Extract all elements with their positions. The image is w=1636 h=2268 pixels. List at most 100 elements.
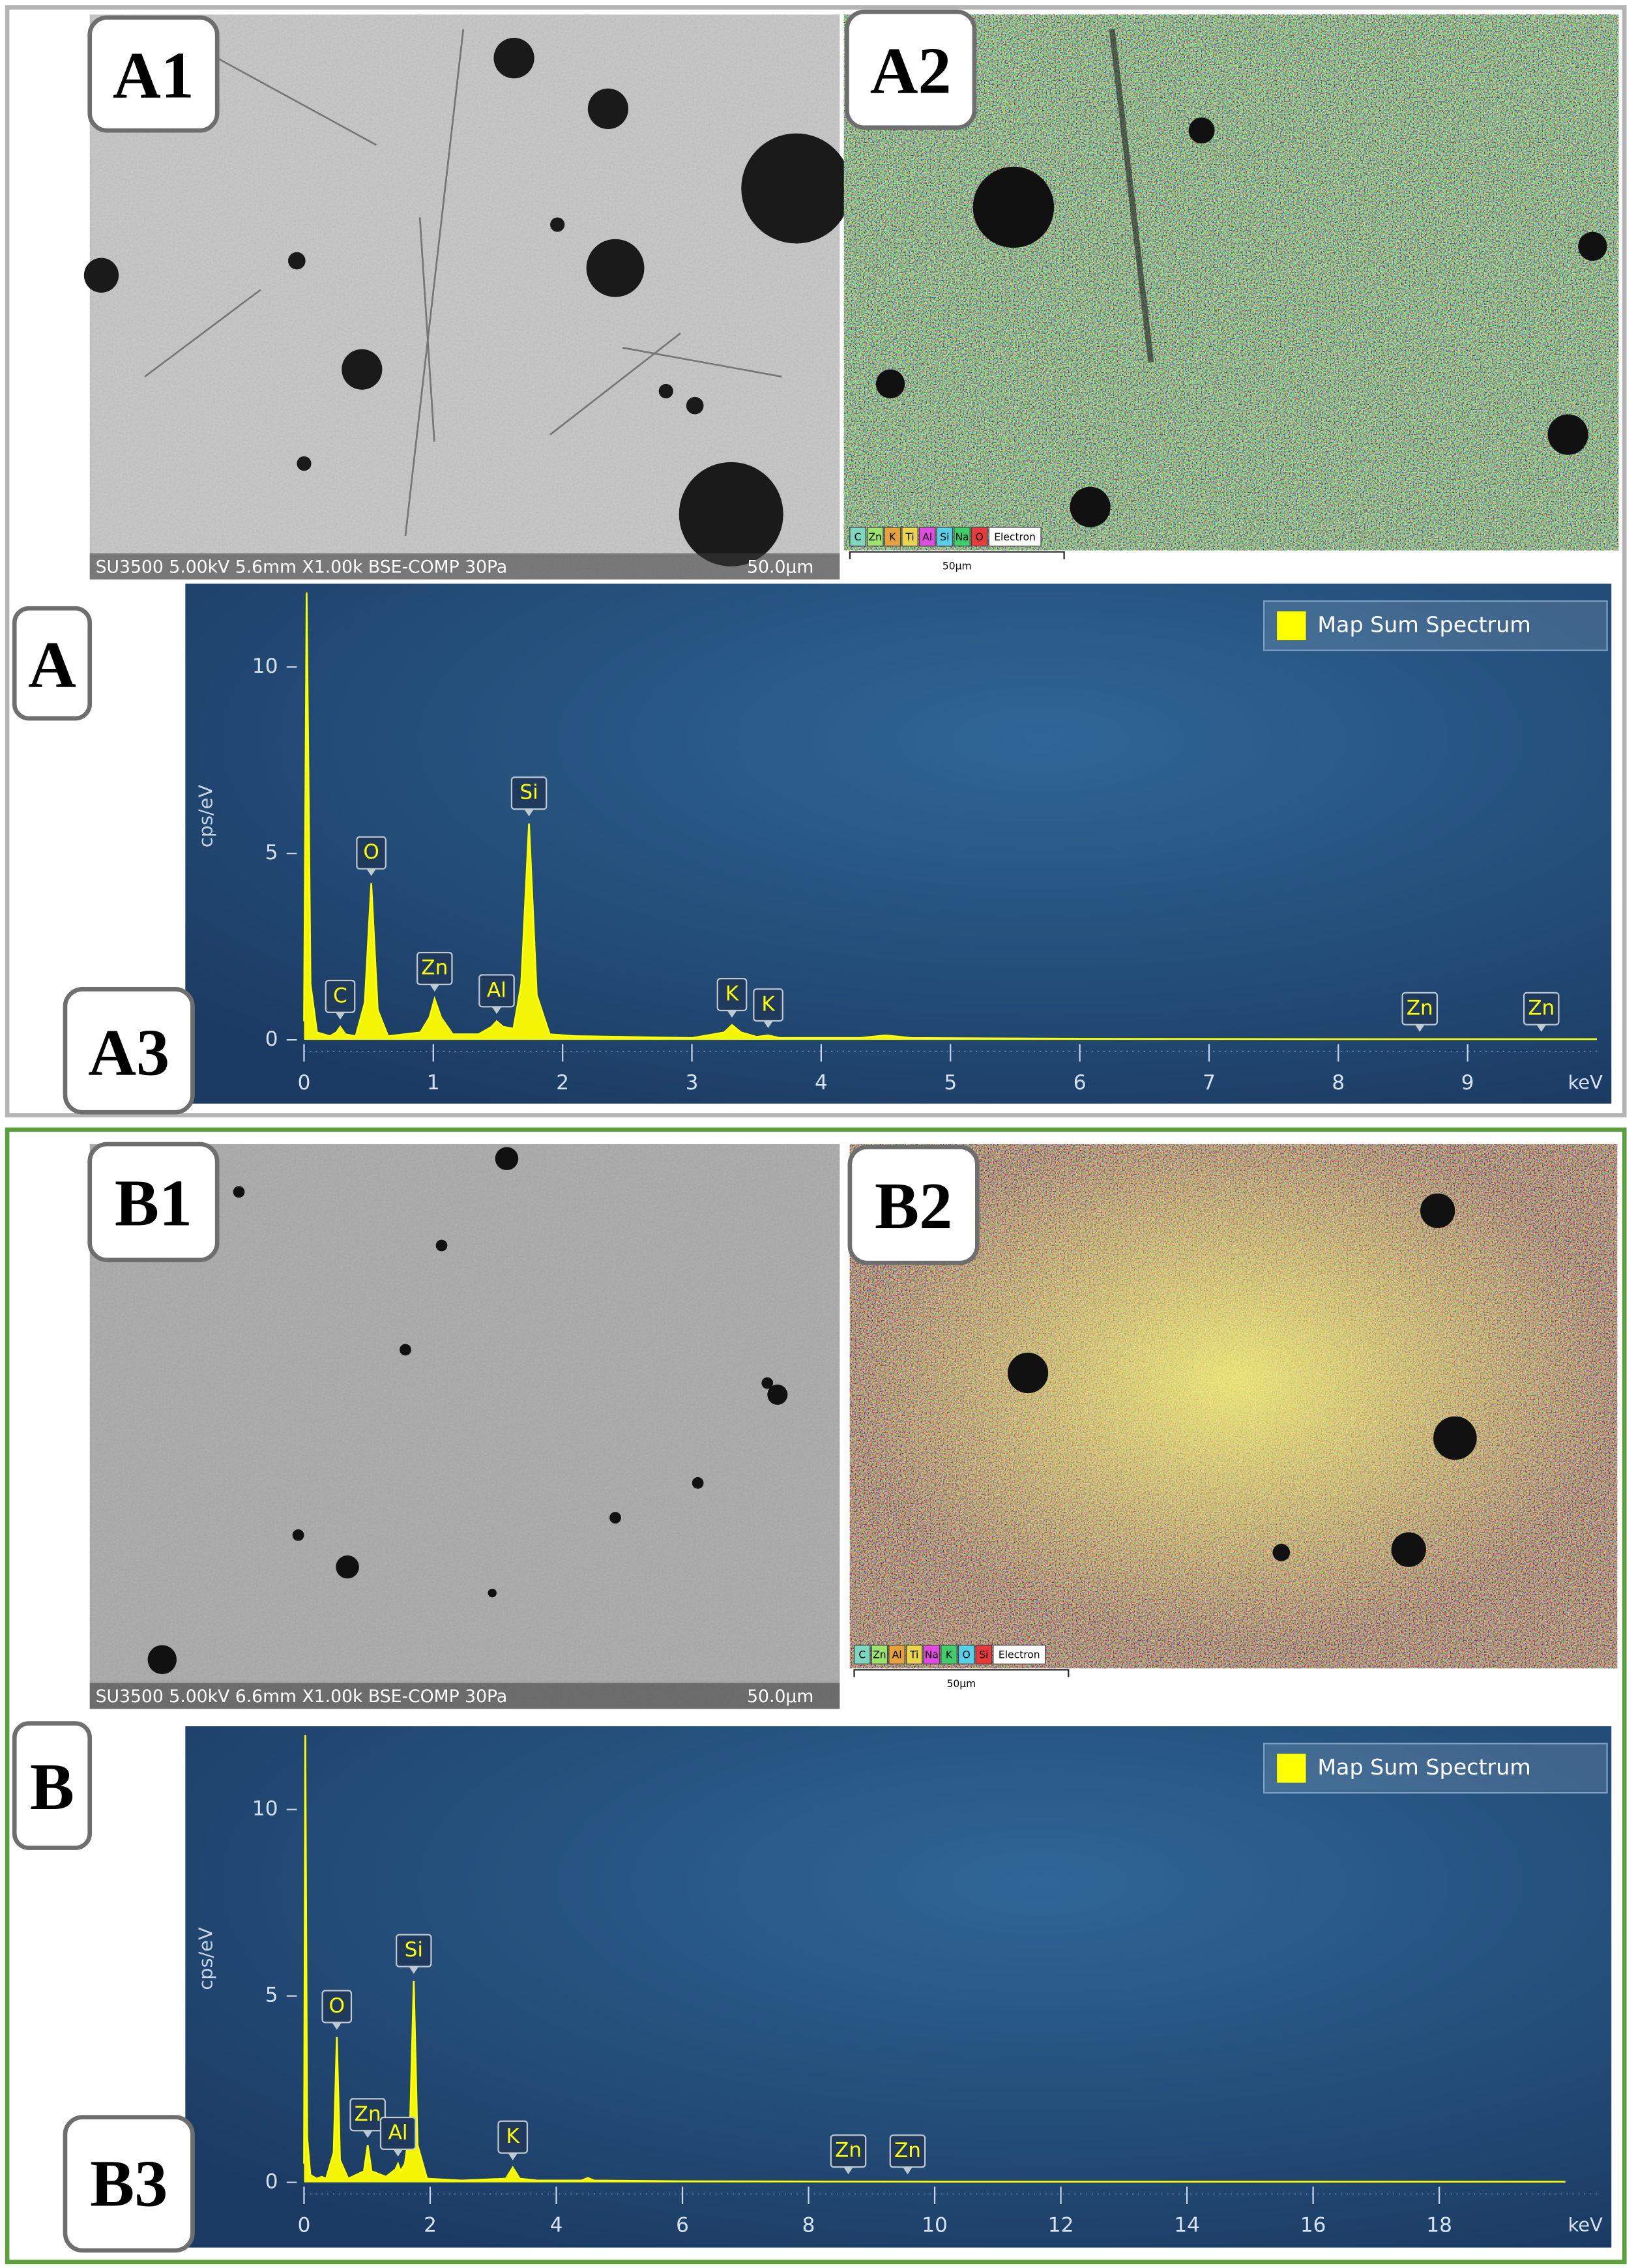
peak-label-box — [830, 2134, 867, 2168]
map-legend-label: Ti — [909, 1649, 918, 1661]
peak-label: Zn — [355, 2102, 381, 2126]
x-tick-label: 3 — [686, 1071, 699, 1095]
x-tick-label: 8 — [802, 2213, 815, 2237]
peak-label-box — [478, 974, 515, 1008]
panel-label: B3 — [63, 2115, 195, 2253]
legend-box — [1263, 1743, 1608, 1794]
legend-box — [1263, 600, 1608, 651]
x-axis-label: keV — [1568, 1071, 1603, 1093]
map-legend-label: Zn — [868, 531, 881, 543]
panel-label-text: B1 — [115, 1167, 192, 1241]
spectrum-line — [303, 1735, 1566, 2183]
frame-b — [5, 1127, 1627, 2265]
map-legend-label: Electron — [999, 1649, 1040, 1661]
peak-label-box — [356, 836, 387, 870]
map-legend-swatch — [936, 527, 954, 547]
x-tick-label: 6 — [1074, 1071, 1087, 1095]
sem-info: SU3500 5.00kV 5.6mm X1.00k BSE-COMP 30Pa — [96, 557, 508, 577]
map-legend-label: Zn — [873, 1649, 886, 1661]
x-tick-label: 0 — [298, 2213, 311, 2237]
peak-label-box — [1401, 992, 1439, 1025]
map-legend-label: Al — [922, 531, 932, 543]
map-legend-swatch — [849, 527, 866, 547]
y-axis-label: cps/eV — [195, 1927, 217, 1990]
map-legend-label: K — [946, 1649, 953, 1661]
map-legend-label: Na — [955, 531, 969, 543]
map-legend-label: Si — [940, 531, 949, 543]
y-tick-label: 0 — [265, 1027, 278, 1051]
peak-label: Zn — [1407, 996, 1433, 1020]
x-tick-label: 8 — [1332, 1071, 1345, 1095]
x-tick-label: 6 — [676, 2213, 689, 2237]
y-tick-label: 0 — [265, 2170, 278, 2194]
panel-label-text: A2 — [870, 35, 952, 108]
peak-label-box — [510, 776, 548, 810]
map-legend-label: Si — [979, 1649, 988, 1661]
peak-label-box — [716, 978, 748, 1012]
peak-label-box — [889, 2134, 926, 2168]
sem-scale: 50.0μm — [747, 557, 813, 577]
map-legend-swatch — [971, 527, 988, 547]
map-legend-label: O — [963, 1649, 971, 1661]
peak-label-box — [321, 1990, 353, 2024]
panel-label: A3 — [63, 987, 195, 1115]
spectrum-chart-b: 0 5 10 cps/eV 0 2 4 6 8 10 12 14 16 18 keV Map Sum Spec… — [185, 1726, 1612, 2248]
map-legend-swatch — [954, 527, 971, 547]
panel-label-text: A3 — [88, 1016, 169, 1090]
x-tick-label: 4 — [815, 1071, 828, 1095]
map-legend-label: C — [855, 531, 862, 543]
peak-label-box — [349, 2098, 386, 2132]
map-legend-swatch — [923, 1644, 941, 1665]
eds-map-b2 — [849, 1144, 1618, 1669]
x-tick-label: 0 — [298, 1071, 311, 1095]
panel-label: A — [12, 606, 93, 721]
panel-label-text: B3 — [90, 2147, 168, 2220]
panel-label-text: A1 — [113, 38, 194, 112]
x-tick-label: 4 — [550, 2213, 563, 2237]
peak-label: Zn — [835, 2139, 862, 2162]
x-tick-label: 16 — [1300, 2213, 1326, 2237]
scale-bar — [853, 1669, 1070, 1677]
y-tick-label: 5 — [265, 1984, 278, 2007]
map-legend-label: C — [858, 1649, 866, 1661]
peak-label: Al — [487, 979, 506, 1002]
x-tick-label: 10 — [922, 2213, 948, 2237]
x-tick-label: 2 — [556, 1071, 569, 1095]
x-tick-label: 2 — [424, 2213, 437, 2237]
panel-label: B1 — [87, 1141, 220, 1263]
x-tick-label: 7 — [1203, 1071, 1216, 1095]
map-legend-swatch — [905, 1644, 923, 1665]
y-tick-label: 10 — [252, 1797, 278, 1821]
x-tick-label: 9 — [1461, 1071, 1474, 1095]
x-tick-label: 1 — [427, 1071, 440, 1095]
peak-label: Zn — [894, 2139, 921, 2162]
peak-label: Zn — [421, 956, 448, 980]
spectrum-line — [303, 592, 1598, 1040]
peak-label: O — [363, 840, 379, 864]
map-legend-swatch — [884, 527, 901, 547]
map-legend-label: O — [976, 531, 984, 543]
map-legend-swatch — [871, 1644, 888, 1665]
peak-label-box — [1523, 992, 1560, 1025]
frame-a — [5, 5, 1627, 1117]
map-legend-label: Ti — [905, 531, 914, 543]
y-tick-label: 10 — [252, 655, 278, 678]
legend-swatch — [1277, 1754, 1306, 1783]
map-legend-swatch — [988, 527, 1042, 547]
peak-label-box — [497, 2120, 529, 2154]
peak-label: O — [329, 1994, 345, 2018]
x-axis-label: keV — [1568, 2213, 1603, 2235]
peak-label: Si — [405, 1938, 423, 1962]
panel-label: A2 — [845, 9, 977, 130]
plot-background — [185, 583, 1612, 1104]
map-legend-label: Al — [892, 1649, 902, 1661]
x-tick-label: 5 — [944, 1071, 957, 1095]
panel-label-text: A — [28, 628, 76, 701]
x-tick-label: 14 — [1174, 2213, 1200, 2237]
sem-scale: 50.0μm — [747, 1686, 813, 1707]
peak-label: K — [506, 2125, 521, 2148]
legend-label: Map Sum Spectrum — [1317, 611, 1530, 637]
peak-label: Zn — [1528, 996, 1555, 1020]
map-legend-swatch — [853, 1644, 871, 1665]
